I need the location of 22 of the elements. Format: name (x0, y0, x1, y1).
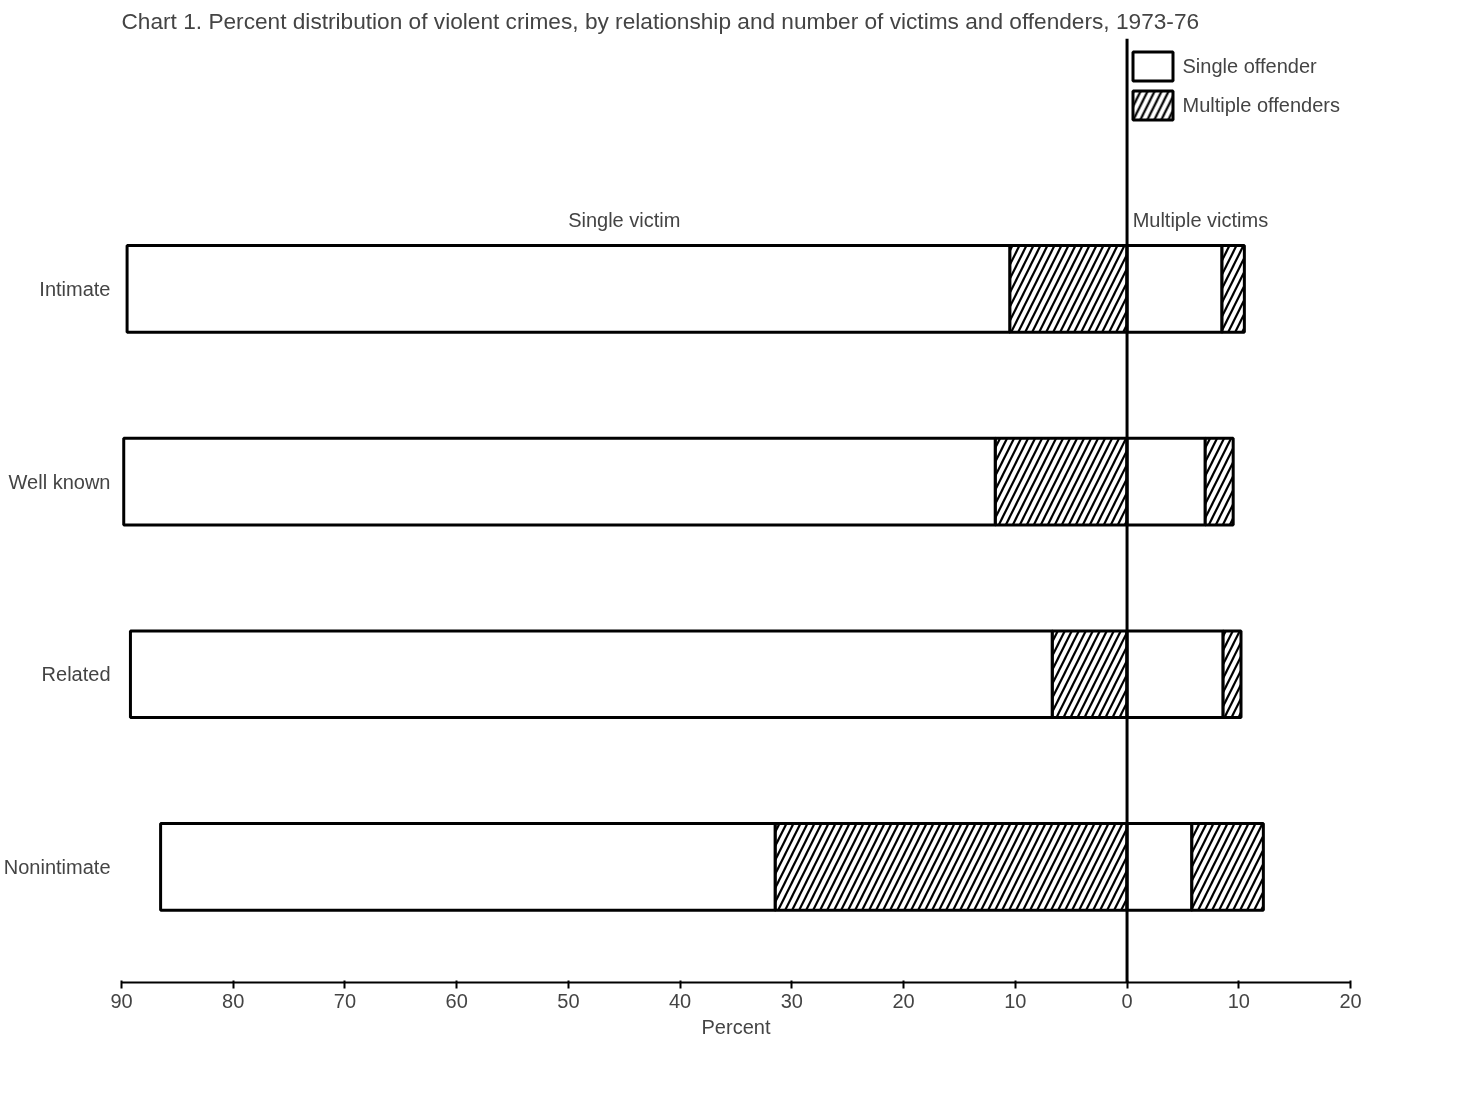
legend-label: Multiple offenders (1182, 93, 1340, 117)
y-tick-label: Related (41, 663, 111, 686)
x-tick-label: 50 (557, 989, 580, 1012)
x-tick-label: 30 (780, 989, 803, 1012)
legend-label: Single offender (1182, 54, 1317, 78)
x-tick-label: 0 (1121, 989, 1133, 1012)
x-tick-label: 20 (1339, 989, 1362, 1012)
y-tick-label: Well known (8, 470, 111, 493)
x-tick-label: 60 (445, 989, 468, 1012)
x-tick-label: 80 (222, 989, 245, 1012)
annotation: Multiple victims (1132, 209, 1269, 232)
annotation: Single victim (568, 209, 681, 232)
x-axis-title: Percent (701, 1015, 771, 1038)
x-tick-label: 70 (333, 989, 357, 1012)
x-tick-label: 20 (892, 989, 915, 1012)
x-tick-label: 10 (1227, 989, 1250, 1012)
y-tick-label: Intimate (39, 277, 111, 300)
x-tick-label: 90 (110, 989, 133, 1012)
chart-title: Chart 1. Percent distribution of violent crimes, by relationship and number of victims and offenders, 1973-76 (121, 7, 1200, 34)
y-tick-label: Nonintimate (3, 855, 111, 878)
x-tick-label: 40 (669, 989, 692, 1012)
x-tick-label: 10 (1004, 989, 1027, 1012)
